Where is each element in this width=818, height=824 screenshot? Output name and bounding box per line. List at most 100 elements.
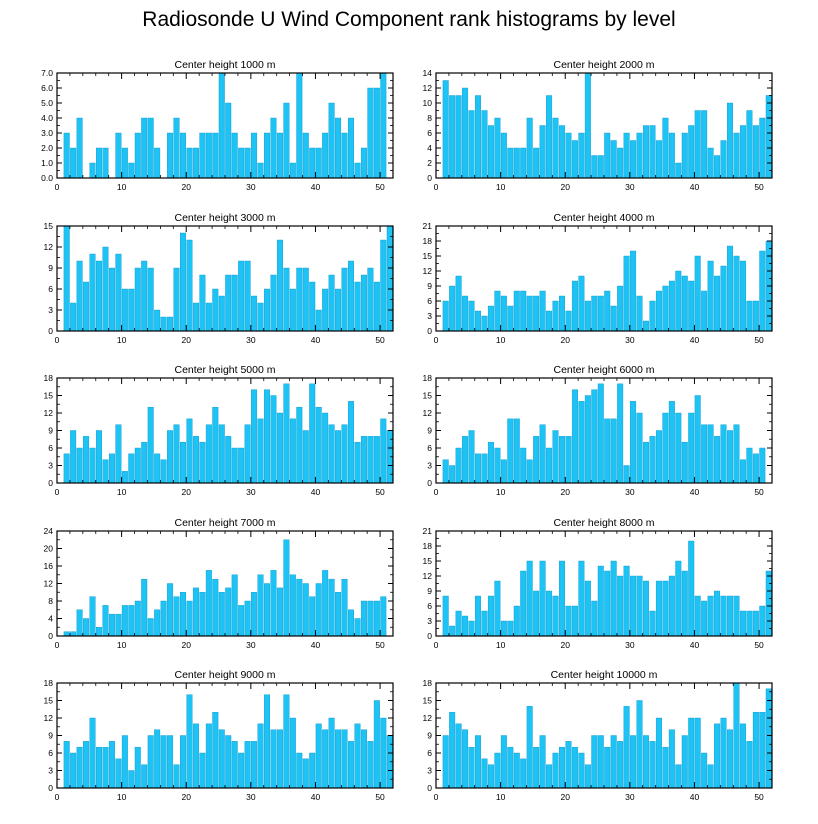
bar bbox=[462, 87, 469, 179]
bar bbox=[494, 290, 501, 332]
bar bbox=[623, 706, 630, 789]
y-tick-label: 0.0 bbox=[41, 173, 53, 183]
bar bbox=[296, 578, 303, 637]
bar bbox=[507, 305, 514, 332]
y-tick-label: 18 bbox=[423, 236, 433, 246]
bar bbox=[539, 560, 546, 637]
bar bbox=[727, 430, 733, 484]
bar bbox=[373, 281, 380, 332]
panel-title: Center height 6000 m bbox=[554, 364, 655, 376]
bar bbox=[192, 147, 199, 179]
bar bbox=[244, 424, 251, 484]
bar bbox=[701, 752, 708, 789]
x-tick-label: 10 bbox=[496, 487, 506, 497]
bar bbox=[335, 729, 342, 789]
bar bbox=[238, 447, 245, 484]
bar bbox=[591, 389, 598, 484]
bar bbox=[115, 253, 122, 332]
bar bbox=[367, 600, 374, 637]
bar bbox=[513, 605, 520, 637]
bar bbox=[455, 95, 462, 179]
bar bbox=[655, 717, 662, 789]
bar bbox=[373, 436, 380, 484]
bar bbox=[752, 610, 759, 637]
bar bbox=[759, 250, 766, 332]
bar bbox=[681, 441, 688, 484]
bar bbox=[160, 316, 167, 332]
y-tick-label: 3 bbox=[427, 311, 432, 321]
bar bbox=[604, 290, 611, 332]
bar bbox=[302, 430, 309, 484]
bar bbox=[733, 682, 740, 789]
bar bbox=[520, 447, 527, 484]
bar bbox=[707, 764, 714, 789]
bar bbox=[322, 412, 329, 484]
bar bbox=[328, 578, 335, 637]
panel-7: Center height 7000 m 0 4 8 12 16 20 24 0 10 20 30 40… bbox=[44, 517, 394, 650]
bar bbox=[360, 274, 367, 332]
panel-title: Center height 7000 m bbox=[175, 517, 276, 529]
bar bbox=[759, 711, 766, 789]
bar bbox=[552, 430, 559, 484]
bar bbox=[315, 583, 322, 637]
bar bbox=[643, 580, 649, 637]
x-tick-label: 20 bbox=[560, 487, 570, 497]
bar bbox=[526, 459, 533, 484]
bar bbox=[759, 605, 766, 637]
bar bbox=[714, 275, 721, 332]
bar bbox=[720, 265, 727, 332]
bar bbox=[167, 430, 174, 484]
bar bbox=[354, 281, 361, 332]
bar bbox=[539, 125, 546, 179]
bar bbox=[720, 717, 727, 789]
bar bbox=[205, 132, 212, 179]
bar bbox=[76, 746, 83, 789]
bar bbox=[475, 453, 481, 484]
x-tick-label: 40 bbox=[311, 487, 321, 497]
bar bbox=[264, 583, 270, 637]
bar bbox=[147, 406, 154, 484]
bar bbox=[727, 245, 733, 332]
bar bbox=[167, 583, 174, 637]
bar bbox=[578, 275, 585, 332]
panel-6: Center height 6000 m 0 3 6 9 12 15 18 0 10 20 30 40 5… bbox=[423, 364, 773, 497]
bar bbox=[238, 147, 245, 179]
bar bbox=[539, 424, 546, 484]
y-tick-label: 8 bbox=[48, 596, 53, 606]
bar bbox=[746, 447, 753, 484]
x-tick-label: 50 bbox=[754, 335, 764, 345]
bar bbox=[455, 610, 462, 637]
bar bbox=[759, 447, 766, 484]
bar bbox=[533, 147, 540, 179]
bar bbox=[500, 620, 507, 637]
bar bbox=[289, 418, 296, 484]
bar bbox=[714, 155, 721, 179]
bar bbox=[630, 140, 637, 179]
bar bbox=[225, 102, 232, 179]
bar bbox=[617, 383, 624, 484]
bar bbox=[584, 395, 591, 484]
panel-4: Center height 4000 m 0 3 6 9 12 15 18 21 0 10 20 30 4… bbox=[423, 212, 773, 345]
bar bbox=[578, 560, 585, 637]
bar bbox=[270, 117, 277, 179]
y-tick-label: 3 bbox=[48, 461, 53, 471]
bar bbox=[367, 741, 374, 789]
bar bbox=[89, 162, 96, 179]
bar bbox=[681, 275, 688, 332]
bar bbox=[328, 102, 335, 179]
bar bbox=[610, 418, 617, 484]
bar bbox=[662, 746, 669, 789]
bar bbox=[481, 110, 488, 179]
bar bbox=[147, 618, 154, 637]
bar bbox=[173, 596, 180, 637]
bar bbox=[83, 741, 90, 789]
bar bbox=[96, 430, 102, 484]
bar bbox=[707, 260, 714, 332]
bar bbox=[212, 578, 219, 637]
bar bbox=[494, 117, 501, 179]
bar bbox=[662, 412, 669, 484]
bar bbox=[727, 729, 733, 789]
bar bbox=[481, 610, 488, 637]
bar bbox=[251, 132, 258, 179]
bar bbox=[147, 267, 154, 332]
